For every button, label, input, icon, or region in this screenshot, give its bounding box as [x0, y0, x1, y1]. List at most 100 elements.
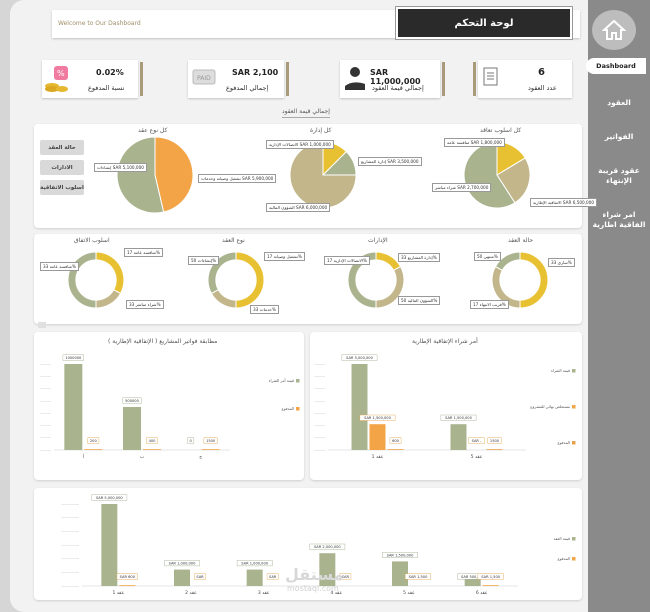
donut-slice — [235, 251, 265, 309]
axis-tick: ————— — [314, 436, 326, 440]
bar — [123, 407, 141, 450]
pie-slice — [154, 136, 194, 213]
slicer-departments[interactable]: الادارات — [40, 160, 84, 175]
axis-tick: ————— — [40, 411, 52, 415]
kpi-label: عدد العقود — [528, 84, 557, 92]
bar — [84, 449, 103, 450]
sidebar-item-expiring[interactable]: عقود قريبة الإنتهاء — [598, 166, 640, 185]
data-label: SAR 1,500,000 — [445, 416, 472, 420]
legend-label: المدفوع — [558, 556, 570, 561]
data-label-box — [266, 573, 279, 580]
donut-callout: منافسة عامة 17% — [124, 248, 164, 257]
data-label: SAR 1,000,000 — [241, 562, 268, 566]
data-label: 1500 — [206, 439, 216, 443]
data-label-box — [359, 414, 396, 421]
data-label: 400 — [149, 439, 157, 443]
pie-callout: شراء مباشر SAR 2,700,000 — [432, 183, 492, 192]
category-label: عقد 6 — [476, 590, 488, 596]
watermark-logo: مستقل — [285, 565, 344, 584]
category-label: عقد 5 — [403, 590, 415, 596]
kpi-value: SAR 11,000,000 — [370, 68, 421, 86]
bar-chart-invoices: ————— ————— ————— ————— ————— ————— ————— —————… — [40, 354, 300, 460]
header: Welcome to Our Dashboard لوحة التحكم — [52, 7, 580, 39]
kpi-total-value: SAR 11,000,000 إجمالي قيمة العقود — [340, 60, 445, 98]
panel-marker — [38, 322, 46, 328]
axis-tick: ————— — [62, 543, 80, 547]
chart-title: نوع العقد — [222, 237, 245, 244]
data-label-box — [146, 437, 158, 444]
welcome-text: Welcome to Our Dashboard — [58, 20, 141, 27]
bar — [119, 585, 136, 586]
sidebar-item-purchase-orders[interactable]: امر شراء الفاقية اطارية — [592, 210, 646, 229]
slicer-contract-status[interactable]: حالة العقد — [40, 140, 84, 155]
pie-slice — [116, 136, 165, 214]
pie-callout: تشغيل وصيانة وخدمات SAR 5,900,000 — [198, 174, 277, 183]
donut-slice — [67, 251, 97, 309]
axis-tick: ————— — [314, 387, 326, 391]
data-label-box — [116, 573, 138, 580]
sidebar-item-contracts[interactable]: العقود — [607, 98, 631, 107]
data-label-box — [339, 573, 352, 580]
bar — [351, 364, 368, 450]
axis-tick: ————— — [62, 584, 80, 588]
data-label-box — [477, 573, 504, 580]
pie-section-title: إجمالي قيمة العقود — [282, 108, 330, 118]
donut-slice — [210, 289, 237, 309]
category-label: أ — [83, 453, 84, 460]
legend-swatch — [572, 441, 576, 445]
data-label-box — [487, 437, 502, 444]
kpi-total-paid: PAID SAR 2,100 إجمالي المدفوع — [188, 60, 289, 98]
pie-slice — [496, 157, 531, 204]
bar — [174, 569, 190, 586]
category-label: ب — [140, 455, 144, 460]
donut-callout: خدمات 33% — [250, 305, 279, 314]
bar — [482, 585, 499, 586]
axis-tick: ————— — [314, 374, 326, 378]
sidebar-item-invoices[interactable]: الفواتير — [604, 132, 634, 141]
paid-stamp-icon: PAID — [192, 69, 216, 85]
donut-callout: الشؤون المالية 50% — [398, 296, 441, 305]
home-icon[interactable] — [592, 10, 636, 50]
chart-title: كل نوع عقد — [138, 127, 168, 134]
chart-title: حالة العقد — [508, 237, 534, 244]
data-label: SAR 2,000,000 — [314, 545, 341, 549]
legend-swatch — [572, 405, 576, 409]
axis-tick: ————— — [62, 529, 80, 533]
axis-tick: ————— — [314, 423, 326, 427]
legend-label: المدفوع — [558, 440, 570, 445]
data-label-box — [194, 573, 206, 580]
data-label: 200 — [90, 439, 98, 443]
data-label-box — [440, 414, 477, 421]
pie-callout: إدارة المشاريع SAR 3,500,000 — [358, 157, 422, 166]
data-label-box — [236, 560, 273, 567]
data-label-box — [405, 573, 432, 580]
pie-callout: منافسة عامة SAR 1,800,000 — [444, 138, 505, 147]
axis-tick: ————— — [40, 423, 52, 427]
donut-slice — [95, 289, 122, 309]
data-label-box — [87, 437, 100, 444]
sidebar — [588, 0, 650, 612]
data-label: 1500 — [490, 439, 500, 443]
chart-title: كل إدارة — [310, 127, 332, 134]
data-label-box — [91, 494, 128, 501]
coins-percent-icon: % — [45, 66, 68, 92]
axis-tick: ————— — [40, 387, 52, 391]
kpi-label: نسبة المدفوع — [88, 84, 125, 92]
sidebar-item-dashboard[interactable]: Dashboard — [586, 58, 646, 74]
data-label-box — [203, 437, 218, 444]
kpi-value: 0.02% — [96, 68, 124, 77]
legend-label: قيمة الشراء — [551, 368, 570, 373]
bar — [450, 424, 467, 450]
legend-swatch — [572, 537, 576, 541]
slicer-agreement-method[interactable]: اسلوب الاتفاقية — [40, 180, 84, 195]
donut-chart-departments — [347, 251, 405, 309]
data-label: SAR 1,000,000 — [169, 562, 196, 566]
donut-callout: منافسة عامة 33% — [40, 262, 80, 271]
axis-tick: ————— — [314, 399, 326, 403]
axis-tick: ————— — [40, 399, 52, 403]
category-label: عقد 1 — [372, 454, 384, 460]
data-label: SAR 1,500,000 — [364, 416, 391, 420]
bar-chart-framework: ————— ————— ————— ————— ————— ————— ————— —————… — [314, 354, 576, 460]
chart-title: الإدارات — [368, 237, 388, 244]
data-label-box — [382, 552, 418, 558]
